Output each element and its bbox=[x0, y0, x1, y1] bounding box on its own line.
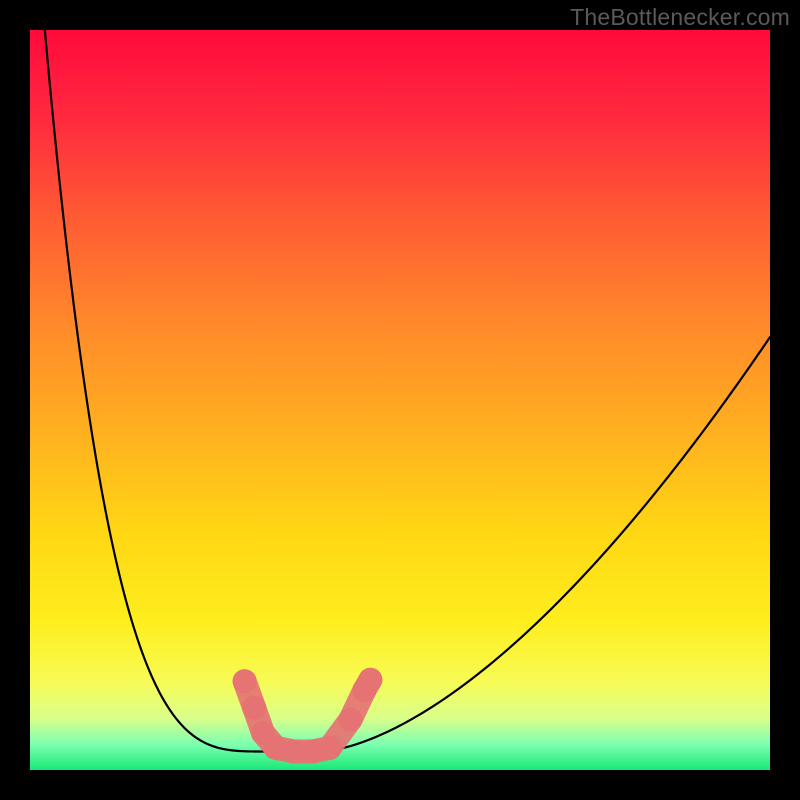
plot-gradient bbox=[30, 30, 770, 770]
marker-point bbox=[242, 696, 266, 720]
marker-point bbox=[233, 669, 257, 693]
marker-point bbox=[318, 736, 342, 760]
bottleneck-chart bbox=[0, 0, 800, 800]
watermark-text: TheBottlenecker.com bbox=[570, 4, 790, 31]
marker-point bbox=[358, 668, 382, 692]
marker-point bbox=[338, 708, 362, 732]
